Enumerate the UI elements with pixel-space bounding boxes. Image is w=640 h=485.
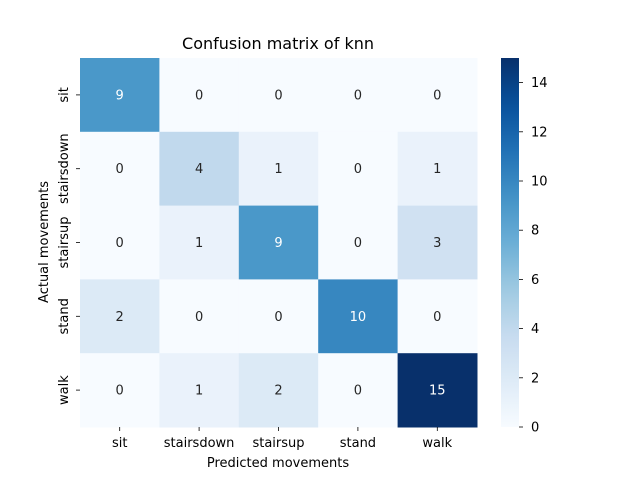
cell-value-label: 0 (433, 88, 441, 103)
heatmap-cells: 9 0 0 0 00 4 1 0 10 1 9 0 32 0 0 10 00 1 2 0 15 (80, 58, 478, 428)
colorbar-tick-label: 4 (531, 322, 539, 337)
heatmap-cell (159, 205, 240, 280)
colorbar-tick-label: 8 (531, 224, 539, 239)
cell-value-label: 3 (433, 236, 441, 251)
cell-value-label: 1 (274, 162, 282, 177)
cell-value-label: 0 (116, 162, 124, 177)
cell-value-label: 0 (274, 88, 282, 103)
cell-value-label: 0 (195, 310, 203, 325)
heatmap-cell (159, 131, 240, 207)
heatmap-cell (80, 279, 160, 354)
cell-value-label: 4 (195, 162, 203, 177)
heatmap-cell (80, 131, 160, 207)
x-axis-ticks: sit stairsdown stairsup stand walk (112, 427, 453, 451)
heatmap-cell (397, 205, 478, 280)
cell-value-label: 0 (354, 236, 362, 251)
cell-value-label: 0 (274, 310, 282, 325)
cell-value-label: 15 (429, 384, 446, 399)
heatmap-cell (318, 279, 399, 354)
cell-value-label: 0 (354, 88, 362, 103)
colorbar-gradient (501, 58, 519, 427)
heatmap-cell (80, 58, 160, 133)
colorbar-tick-label: 14 (531, 76, 548, 91)
heatmap-cell (238, 205, 319, 280)
y-tick-label: sit (57, 87, 72, 102)
heatmap-cell (397, 131, 478, 207)
cell-value-label: 0 (116, 236, 124, 251)
cell-value-label: 0 (116, 384, 124, 399)
cell-value-label: 9 (274, 236, 282, 251)
heatmap-cell (318, 353, 399, 428)
heatmap-cell (318, 131, 399, 207)
colorbar-tick-label: 0 (531, 421, 539, 436)
heatmap-cell (397, 58, 478, 133)
x-tick-label: walk (422, 436, 452, 451)
cell-value-label: 1 (433, 162, 441, 177)
heatmap-cell (159, 58, 240, 133)
cell-value-label: 0 (433, 310, 441, 325)
heatmap-cell (397, 279, 478, 354)
cell-value-label: 9 (116, 88, 124, 103)
y-tick-label: walk (57, 375, 72, 405)
colorbar-tick-label: 10 (531, 175, 548, 190)
colorbar: 0 2 4 6 8 10 12 14 (501, 58, 548, 436)
y-tick-label: stairsdown (57, 133, 72, 204)
x-tick-label: sit (112, 436, 127, 451)
cell-value-label: 10 (350, 310, 367, 325)
heatmap-cell (318, 58, 399, 133)
y-tick-label: stairsup (57, 216, 72, 268)
cell-value-label: 1 (195, 236, 203, 251)
cell-value-label: 0 (354, 384, 362, 399)
cell-value-label: 0 (195, 88, 203, 103)
colorbar-tick-label: 2 (531, 371, 539, 386)
cell-value-label: 2 (274, 384, 282, 399)
colorbar-tick-label: 12 (531, 125, 548, 140)
x-tick-label: stairsdown (164, 436, 235, 451)
cell-value-label: 1 (195, 384, 203, 399)
heatmap-cell (159, 353, 240, 428)
x-tick-label: stairsup (252, 436, 304, 451)
y-tick-label: stand (57, 298, 72, 334)
heatmap-cell (238, 58, 319, 133)
cell-value-label: 2 (116, 310, 124, 325)
heatmap-cell (80, 205, 160, 280)
heatmap-cell (238, 279, 319, 354)
x-tick-label: stand (340, 436, 376, 451)
heatmap-cell (238, 353, 319, 428)
heatmap-cell (397, 353, 478, 428)
heatmap-cell (238, 131, 319, 207)
y-axis-label: Actual movements (37, 181, 52, 303)
chart-title: Confusion matrix of knn (182, 34, 374, 53)
heatmap-cell (318, 205, 399, 280)
cell-value-label: 0 (354, 162, 362, 177)
heatmap-cell (159, 279, 240, 354)
colorbar-tick-label: 6 (531, 273, 539, 288)
heatmap-cell (80, 353, 160, 428)
y-axis-ticks: sit stairsdown stairsup stand walk (57, 87, 80, 405)
x-axis-label: Predicted movements (207, 456, 349, 471)
